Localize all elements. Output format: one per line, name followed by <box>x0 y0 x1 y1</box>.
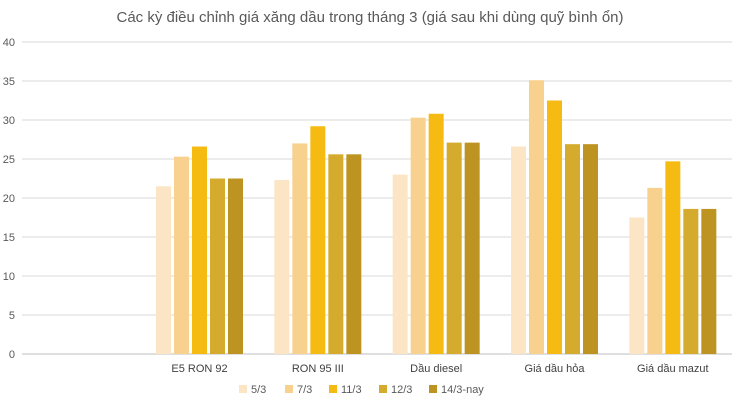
legend-swatch <box>379 385 387 393</box>
legend-label: 11/3 <box>341 384 362 396</box>
legend-label: 7/3 <box>297 384 312 396</box>
bar <box>156 186 171 354</box>
category-label: Dầu diesel <box>410 363 462 375</box>
bar <box>565 144 580 354</box>
y-tick-label: 25 <box>3 154 15 166</box>
bar <box>210 178 225 354</box>
y-tick-label: 20 <box>3 193 15 205</box>
legend-label: 14/3-nay <box>441 384 484 396</box>
legend-swatch <box>329 385 337 393</box>
bar <box>583 144 598 354</box>
legend: 5/3 7/3 11/3 12/3 14/3-nay <box>239 384 484 396</box>
bar <box>547 100 562 354</box>
bar <box>446 142 462 354</box>
grid-lines <box>22 41 732 355</box>
y-tick-label: 30 <box>3 115 15 127</box>
bar <box>529 80 544 354</box>
legend-swatch <box>239 385 247 393</box>
bar <box>464 142 480 354</box>
y-tick-label: 0 <box>9 349 15 361</box>
bar <box>174 156 189 354</box>
bar <box>428 113 444 354</box>
bar <box>683 208 699 354</box>
x-axis-categories: E5 RON 92 RON 95 III Dầu diesel Giá dầu hỏa… <box>171 363 708 375</box>
bars <box>156 80 717 355</box>
legend-label: 12/3 <box>391 384 412 396</box>
bar <box>410 117 426 354</box>
bar <box>511 146 526 354</box>
y-tick-label: 35 <box>3 76 15 88</box>
bar <box>665 161 681 354</box>
bar <box>392 174 408 354</box>
bar <box>346 154 362 354</box>
bar <box>328 154 344 354</box>
y-tick-label: 40 <box>3 37 15 49</box>
bar <box>192 146 207 354</box>
bar <box>647 187 663 354</box>
bar <box>228 178 243 354</box>
bar <box>629 217 645 354</box>
y-tick-label: 15 <box>3 232 15 244</box>
category-label: Giá dầu hỏa <box>525 363 586 375</box>
y-tick-label: 5 <box>9 310 15 322</box>
category-label: RON 95 III <box>292 363 344 375</box>
bar <box>274 180 290 354</box>
legend-label: 5/3 <box>251 384 266 396</box>
bar <box>701 208 717 354</box>
legend-swatch <box>285 385 293 393</box>
legend-swatch <box>429 385 437 393</box>
bar <box>292 143 308 354</box>
y-tick-label: 10 <box>3 271 15 283</box>
category-label: Giá dầu mazut <box>637 363 709 375</box>
bar <box>310 126 326 355</box>
chart-title: Các kỳ điều chỉnh giá xăng dầu trong thá… <box>116 9 623 26</box>
category-label: E5 RON 92 <box>171 363 227 375</box>
y-axis-ticks: 0 5 10 15 20 25 30 35 40 <box>3 37 15 361</box>
